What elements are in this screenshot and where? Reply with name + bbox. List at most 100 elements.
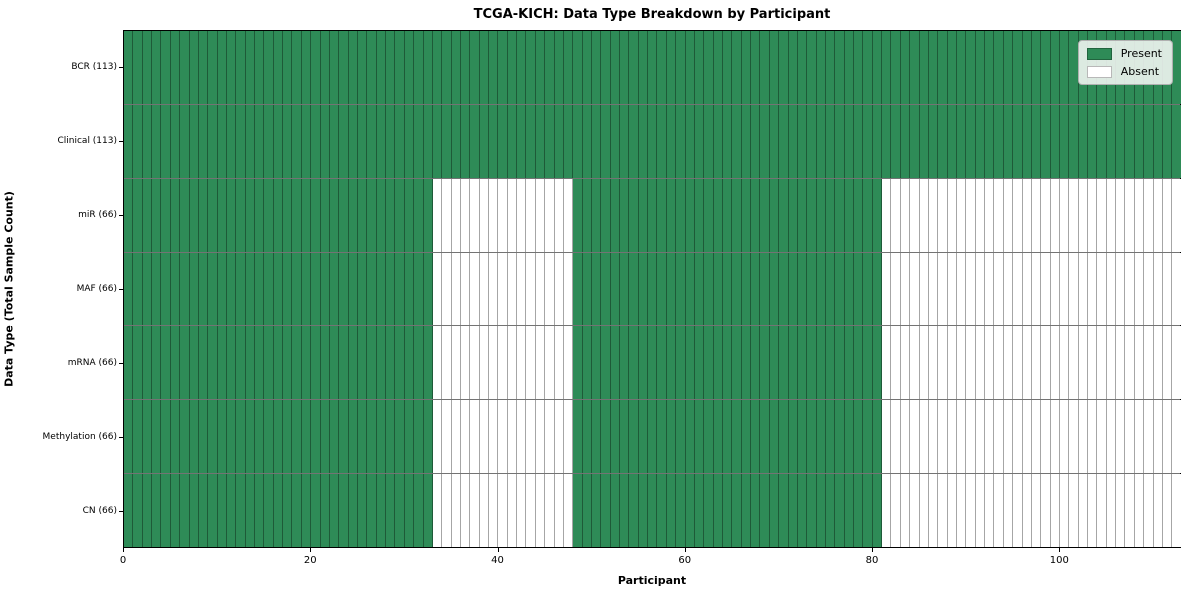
present-cell <box>161 104 171 178</box>
present-cell <box>797 31 808 104</box>
absent-cell <box>891 474 901 548</box>
absent-cell <box>460 474 471 548</box>
absent-cell <box>498 474 508 548</box>
absent-cell <box>470 252 480 326</box>
absent-cell <box>1031 474 1042 548</box>
present-cell <box>938 31 948 104</box>
present-cell <box>292 326 302 400</box>
present-cell <box>264 326 274 400</box>
absent-cell <box>1003 252 1014 326</box>
present-cell <box>535 31 546 104</box>
absent-cell <box>1125 400 1135 474</box>
present-cell <box>825 326 836 400</box>
present-cell <box>676 400 686 474</box>
absent-cell <box>994 400 1004 474</box>
present-cell <box>217 326 227 400</box>
present-cell <box>732 474 742 548</box>
absent-cell <box>479 326 490 400</box>
present-cell <box>582 400 592 474</box>
present-cell <box>161 31 171 104</box>
present-cell <box>685 31 695 104</box>
present-cell <box>404 326 415 400</box>
present-cell <box>676 31 686 104</box>
present-cell <box>432 31 443 104</box>
present-cell <box>723 400 733 474</box>
present-cell <box>620 474 630 548</box>
present-cell <box>760 31 770 104</box>
present-cell <box>348 178 358 252</box>
present-cell <box>348 31 358 104</box>
present-cell <box>620 326 630 400</box>
present-cell <box>807 31 817 104</box>
present-cell <box>816 400 826 474</box>
absent-cell <box>1144 400 1154 474</box>
present-cell <box>694 252 705 326</box>
absent-cell <box>563 178 574 252</box>
absent-cell <box>900 326 911 400</box>
present-cell <box>395 326 405 400</box>
absent-cell <box>910 178 920 252</box>
present-cell <box>545 31 555 104</box>
present-cell <box>133 326 143 400</box>
x-tick-mark <box>310 548 312 552</box>
present-cell <box>404 104 415 178</box>
present-cell <box>442 104 452 178</box>
absent-cell <box>1059 474 1070 548</box>
present-cell <box>273 326 284 400</box>
absent-cell <box>470 326 480 400</box>
present-cell <box>694 400 705 474</box>
present-swatch-icon <box>1086 47 1112 60</box>
present-cell <box>152 104 162 178</box>
absent-cell <box>498 400 508 474</box>
legend-entry-absent: Absent <box>1086 65 1162 78</box>
present-cell <box>152 474 162 548</box>
present-cell <box>339 474 349 548</box>
present-cell <box>854 326 864 400</box>
present-cell <box>872 252 883 326</box>
present-cell <box>311 474 321 548</box>
present-cell <box>320 104 330 178</box>
y-tick-label-mRNA: mRNA (66) <box>67 358 117 368</box>
present-cell <box>217 178 227 252</box>
present-cell <box>797 252 808 326</box>
present-cell <box>1003 104 1014 178</box>
present-cell <box>348 104 358 178</box>
present-cell <box>797 104 808 178</box>
present-cell <box>676 474 686 548</box>
present-cell <box>1125 104 1135 178</box>
absent-cell <box>891 326 901 400</box>
present-cell <box>329 104 340 178</box>
absent-cell <box>535 252 546 326</box>
present-cell <box>273 400 284 474</box>
present-cell <box>217 31 227 104</box>
present-cell <box>311 326 321 400</box>
present-cell <box>900 31 911 104</box>
absent-swatch-icon <box>1086 65 1112 78</box>
present-cell <box>582 474 592 548</box>
absent-cell <box>554 474 564 548</box>
absent-cell <box>1041 252 1051 326</box>
present-cell <box>685 326 695 400</box>
present-cell <box>591 252 602 326</box>
present-cell <box>900 104 911 178</box>
present-cell <box>226 104 237 178</box>
present-cell <box>629 252 639 326</box>
present-cell <box>217 252 227 326</box>
absent-cell <box>1097 178 1107 252</box>
present-cell <box>835 252 845 326</box>
absent-cell <box>535 178 546 252</box>
absent-cell <box>517 400 527 474</box>
absent-cell <box>1116 400 1126 474</box>
present-cell <box>760 104 770 178</box>
present-cell <box>676 252 686 326</box>
present-cell <box>292 178 302 252</box>
present-cell <box>779 104 789 178</box>
present-cell <box>170 400 181 474</box>
present-cell <box>526 31 536 104</box>
absent-cell <box>900 252 911 326</box>
absent-cell <box>1069 252 1079 326</box>
y-tick-mark <box>119 215 123 216</box>
present-cell <box>170 104 181 178</box>
y-axis-label: Data Type (Total Sample Count) <box>2 191 16 387</box>
absent-cell <box>1172 326 1181 400</box>
